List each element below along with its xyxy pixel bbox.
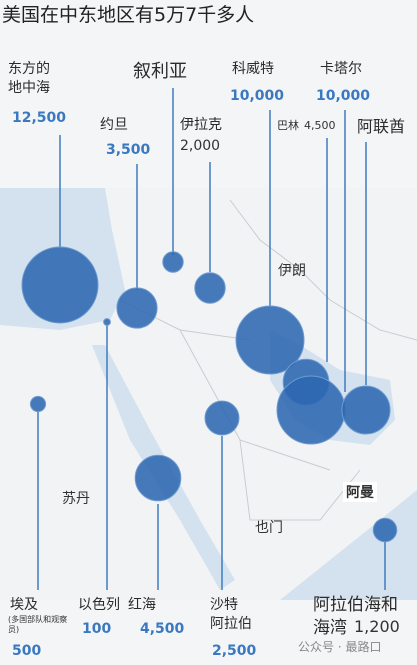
value-label: 12,500 bbox=[12, 110, 67, 126]
location-name: 约旦 bbox=[100, 117, 128, 133]
bubble bbox=[103, 318, 111, 326]
bubble bbox=[372, 517, 398, 543]
location-name: 叙利亚 bbox=[133, 61, 187, 82]
value-label: 10,000 bbox=[230, 88, 285, 104]
location-name: 埃及 bbox=[10, 597, 38, 613]
location-name: 卡塔尔 bbox=[320, 61, 362, 77]
region-label: 苏丹 bbox=[62, 491, 90, 507]
value-label: 10,000 bbox=[316, 88, 371, 104]
location-note: (多国部队和观察员) bbox=[8, 615, 68, 635]
bubble bbox=[341, 385, 391, 435]
location-name: 阿联酋 bbox=[357, 117, 406, 136]
bubble bbox=[29, 395, 47, 413]
value-label: 2,000 bbox=[180, 138, 221, 154]
location-name: 以色列 bbox=[78, 597, 120, 613]
title: 美国在中东地区有5万7千多人 bbox=[2, 4, 255, 26]
bubble bbox=[204, 400, 240, 436]
location-name: 巴林 bbox=[277, 119, 299, 132]
bubble bbox=[21, 246, 99, 324]
value-label: 1,200 bbox=[354, 617, 400, 636]
location-name: 科威特 bbox=[232, 61, 274, 77]
region-label: 也门 bbox=[255, 520, 283, 536]
footer-bg bbox=[0, 600, 417, 665]
location-name: 沙特 阿拉伯 bbox=[210, 597, 252, 632]
location-name: 红海 bbox=[128, 597, 156, 613]
value-label: 4,500 bbox=[304, 119, 336, 132]
value-label: 2,500 bbox=[212, 643, 257, 659]
bubble bbox=[116, 287, 158, 329]
watermark: 公众号 · 最路口 bbox=[298, 640, 382, 654]
bubble bbox=[162, 251, 184, 273]
location-name: 伊拉克 bbox=[180, 117, 222, 133]
value-label: 100 bbox=[82, 621, 112, 637]
value-label: 500 bbox=[12, 643, 42, 659]
bubble bbox=[235, 305, 305, 375]
bubble bbox=[276, 375, 346, 445]
bubble bbox=[194, 272, 226, 304]
region-label: 伊朗 bbox=[278, 263, 306, 279]
location-name: 阿拉伯海和 海湾 bbox=[313, 595, 398, 638]
sea bbox=[280, 490, 417, 600]
location-name: 东方的 地中海 bbox=[8, 61, 50, 96]
region-label: 阿曼 bbox=[343, 482, 377, 502]
value-label: 3,500 bbox=[106, 142, 151, 158]
bubble bbox=[134, 454, 182, 502]
border bbox=[229, 199, 417, 341]
value-label: 4,500 bbox=[140, 621, 185, 637]
